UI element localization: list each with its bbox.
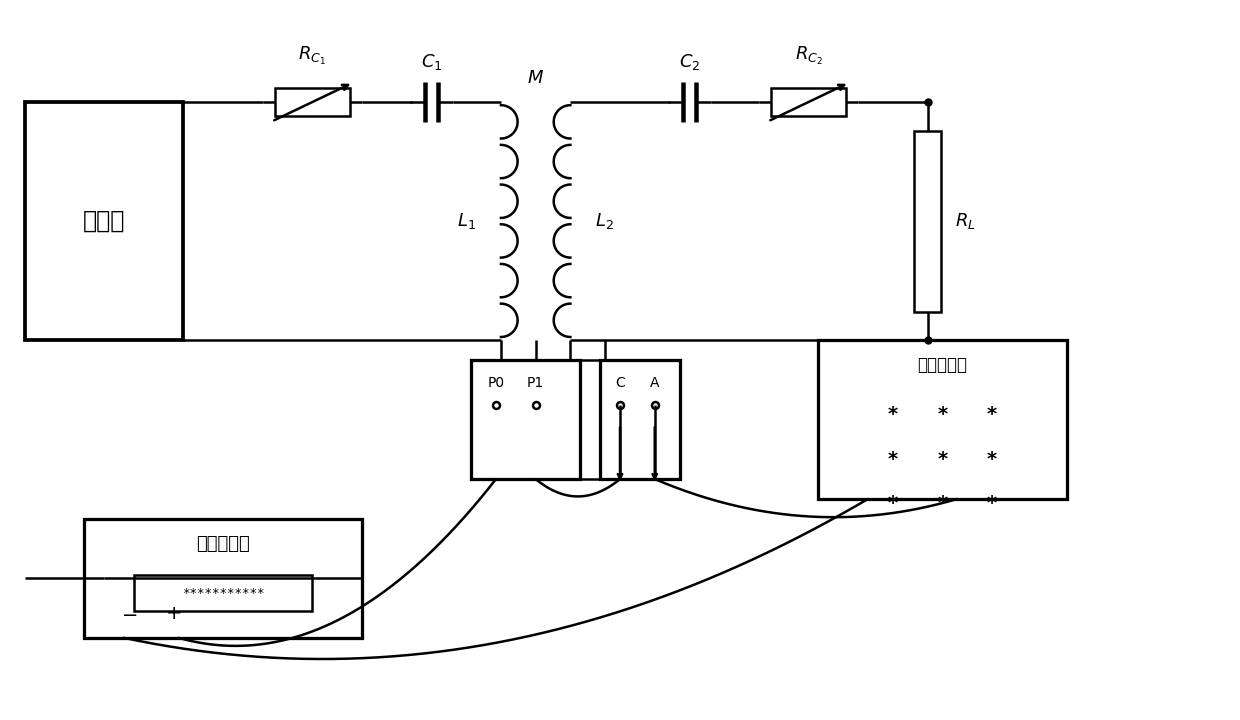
Text: P0: P0 bbox=[487, 376, 505, 390]
Text: *: * bbox=[987, 450, 997, 469]
Text: *: * bbox=[888, 495, 898, 513]
Text: *: * bbox=[987, 495, 997, 513]
Text: A: A bbox=[650, 376, 660, 390]
Text: $C_2$: $C_2$ bbox=[678, 53, 701, 72]
Text: $+$: $+$ bbox=[165, 603, 181, 623]
Bar bbox=[275, 88, 350, 116]
Text: 逆变器: 逆变器 bbox=[83, 209, 125, 233]
Text: 交流电压表: 交流电压表 bbox=[918, 356, 967, 374]
Text: *: * bbox=[937, 405, 947, 424]
Text: $C_1$: $C_1$ bbox=[420, 53, 443, 72]
Text: $-$: $-$ bbox=[120, 603, 136, 623]
Bar bbox=[600, 360, 680, 479]
Bar bbox=[134, 575, 312, 611]
Text: ***********: *********** bbox=[182, 587, 264, 600]
Bar bbox=[771, 88, 846, 116]
Text: C: C bbox=[615, 376, 625, 390]
Text: *: * bbox=[888, 405, 898, 424]
Bar bbox=[471, 360, 580, 479]
Bar bbox=[25, 102, 184, 340]
Text: $R_L$: $R_L$ bbox=[955, 211, 976, 231]
Text: $R_{C_2}$: $R_{C_2}$ bbox=[795, 45, 822, 67]
Text: P1: P1 bbox=[527, 376, 544, 390]
Text: *: * bbox=[888, 450, 898, 469]
Text: *: * bbox=[937, 495, 947, 513]
Text: $L_1$: $L_1$ bbox=[458, 211, 476, 231]
Text: 直流电压源: 直流电压源 bbox=[196, 534, 250, 552]
Text: $R_{C_1}$: $R_{C_1}$ bbox=[299, 45, 326, 67]
Text: M: M bbox=[528, 69, 543, 87]
Text: *: * bbox=[937, 450, 947, 469]
Bar bbox=[914, 130, 941, 312]
Text: $L_2$: $L_2$ bbox=[595, 211, 614, 231]
Text: *: * bbox=[987, 405, 997, 424]
Bar bbox=[84, 519, 362, 638]
Bar bbox=[818, 340, 1066, 499]
